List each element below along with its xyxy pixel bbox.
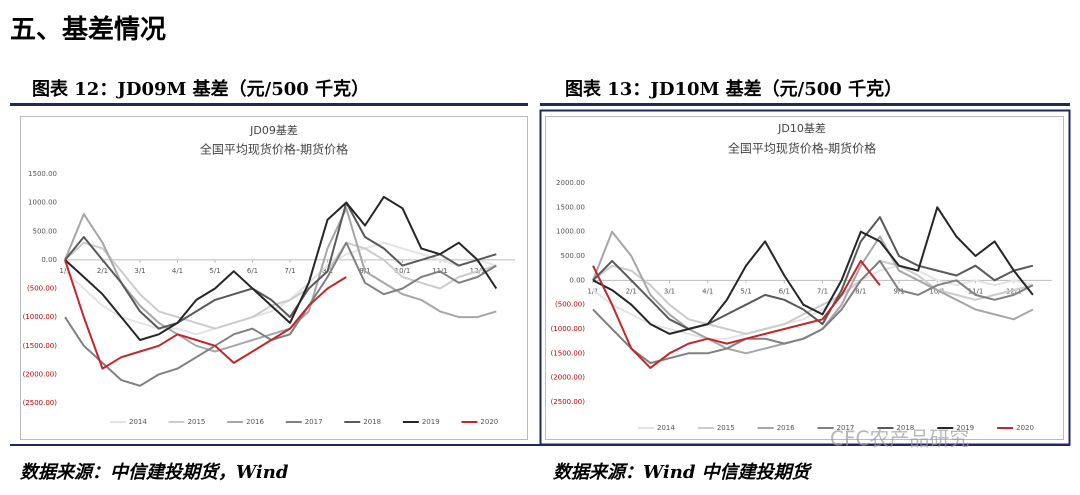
x-tick-label: 11/1	[968, 287, 984, 295]
y-tick-label: 1500.00	[28, 170, 57, 178]
x-tick-label: 9/1	[893, 287, 904, 295]
y-tick-label: (2000.00)	[23, 370, 58, 378]
source: 数据来源：中信建投期货，Wind	[20, 462, 289, 483]
series-line	[64, 241, 497, 387]
caption: 图表 12：JD09M 基差（元/500 千克）	[32, 78, 369, 100]
y-tick-label: 1500.00	[556, 203, 585, 211]
x-tick-label: 4/1	[172, 267, 183, 275]
caption: 图表 13：JD10M 基差（元/500 千克）	[565, 78, 902, 100]
series-line	[64, 259, 347, 370]
chart-subtitle: 全国平均现货价格-期货价格	[728, 141, 876, 156]
legend-label: 2020	[480, 418, 498, 426]
series-line	[592, 259, 1034, 335]
x-tick-label: 5/1	[209, 267, 220, 275]
x-tick-label: 8/1	[855, 287, 866, 295]
legend-label: 2016	[777, 424, 795, 432]
y-tick-label: (1500.00)	[551, 349, 586, 357]
series-line	[592, 206, 1034, 335]
y-tick-label: 500.00	[561, 252, 586, 260]
y-tick-label: (2500.00)	[23, 399, 58, 407]
legend-label: 2017	[837, 424, 855, 432]
x-tick-label: 1/1	[59, 267, 70, 275]
y-tick-label: 1000.00	[556, 228, 585, 236]
x-tick-label: 6/1	[247, 267, 258, 275]
x-tick-label: 10/1	[929, 287, 945, 295]
legend-label: 2015	[717, 424, 735, 432]
x-tick-label: 7/1	[284, 267, 295, 275]
y-tick-label: 1000.00	[28, 199, 57, 207]
legend-label: 2018	[896, 424, 914, 432]
x-tick-label: 3/1	[134, 267, 145, 275]
y-tick-label: (2500.00)	[551, 398, 586, 406]
x-tick-label: 4/1	[702, 287, 713, 295]
y-tick-label: (2000.00)	[551, 374, 586, 382]
y-tick-label: 0.00	[569, 276, 585, 284]
legend-label: 2020	[1016, 424, 1034, 432]
series-line	[592, 264, 1034, 340]
panel	[545, 116, 1064, 440]
legend-label: 2017	[305, 418, 323, 426]
legend-label: 2018	[363, 418, 381, 426]
x-tick-label: 2/1	[626, 287, 637, 295]
series-line	[592, 216, 1034, 330]
heading: 五、基差情况	[10, 14, 166, 45]
chart-title: JD09基差	[249, 123, 298, 137]
legend-label: 2019	[422, 418, 440, 426]
y-tick-label: 500.00	[33, 227, 58, 235]
chart-subtitle: 全国平均现货价格-期货价格	[200, 142, 348, 157]
legend-label: 2016	[246, 418, 264, 426]
y-tick-label: (500.00)	[27, 285, 57, 293]
rule	[540, 103, 1070, 106]
legend-label: 2014	[129, 418, 147, 426]
watermark: CFC农产品研究	[830, 427, 969, 451]
x-tick-label: 10/1	[395, 267, 411, 275]
legend-label: 2015	[188, 418, 206, 426]
x-tick-label: 3/1	[664, 287, 675, 295]
series-line	[592, 259, 881, 369]
x-tick-label: 5/1	[740, 287, 751, 295]
x-tick-label: 12/1	[1006, 287, 1022, 295]
x-tick-label: 6/1	[779, 287, 790, 295]
rule	[10, 444, 1070, 446]
series-line	[64, 241, 497, 336]
y-tick-label: 0.00	[41, 256, 57, 264]
y-tick-label: (1500.00)	[23, 342, 58, 350]
legend-label: 2014	[657, 424, 675, 432]
source: 数据来源：Wind 中信建投期货	[553, 462, 813, 483]
panel	[20, 116, 528, 440]
series-line	[64, 195, 498, 341]
y-tick-label: (1000.00)	[23, 313, 58, 321]
y-tick-label: (500.00)	[555, 301, 585, 309]
series-line	[64, 207, 497, 353]
legend-label: 2019	[956, 424, 974, 432]
series-line	[64, 241, 497, 330]
series-line	[592, 259, 1034, 365]
y-tick-label: 2000.00	[556, 179, 585, 187]
chart-title: JD10基差	[777, 121, 826, 135]
rule	[10, 103, 528, 106]
x-tick-label: 7/1	[817, 287, 828, 295]
x-tick-label: 2/1	[97, 267, 108, 275]
series-line	[64, 201, 497, 330]
y-tick-label: (1000.00)	[551, 325, 586, 333]
